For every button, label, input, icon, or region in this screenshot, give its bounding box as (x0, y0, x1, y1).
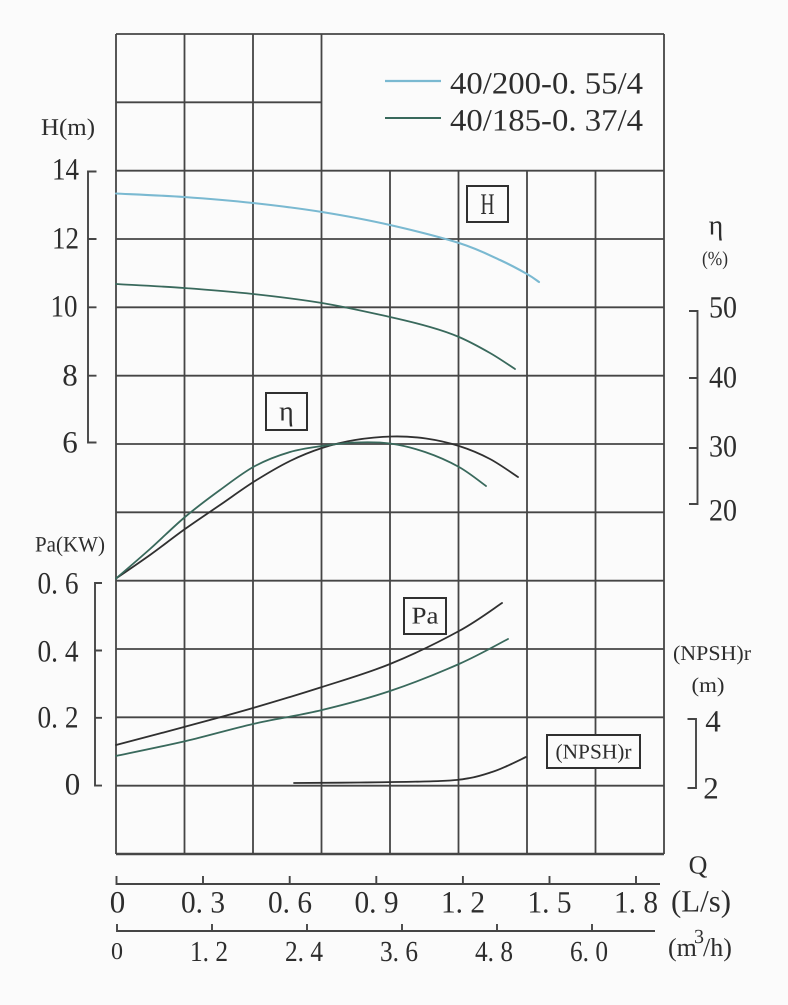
svg-text:6. 0: 6. 0 (570, 936, 608, 968)
svg-text:(NPSH)r: (NPSH)r (556, 740, 632, 764)
svg-text:0: 0 (111, 939, 123, 965)
svg-text:1. 2: 1. 2 (441, 885, 485, 920)
svg-text:40: 40 (709, 360, 737, 395)
svg-text:(m): (m) (692, 673, 725, 697)
svg-text:14: 14 (52, 152, 79, 187)
svg-text:4. 8: 4. 8 (475, 936, 513, 968)
svg-text:H(m): H(m) (41, 115, 95, 141)
svg-text:0. 9: 0. 9 (355, 885, 399, 920)
svg-text:Pa: Pa (412, 604, 439, 630)
svg-text:(L/s): (L/s) (671, 884, 731, 919)
svg-text:0: 0 (110, 885, 126, 920)
svg-text:40/185-0. 37/4: 40/185-0. 37/4 (450, 103, 644, 138)
svg-text:8: 8 (62, 358, 78, 393)
svg-text:4: 4 (705, 704, 721, 739)
svg-text:1. 5: 1. 5 (528, 885, 572, 920)
svg-text:3: 3 (694, 926, 704, 948)
svg-text:40/200-0. 55/4: 40/200-0. 55/4 (450, 66, 644, 101)
svg-text:Pa(KW): Pa(KW) (35, 532, 105, 557)
svg-text:0. 6: 0. 6 (268, 885, 312, 920)
svg-text:6: 6 (62, 425, 78, 460)
svg-text:2. 4: 2. 4 (285, 936, 323, 968)
svg-text:20: 20 (709, 493, 737, 528)
svg-text:η: η (709, 211, 724, 242)
svg-text:10: 10 (51, 289, 78, 324)
svg-text:η: η (279, 397, 294, 428)
svg-text:1. 2: 1. 2 (190, 936, 228, 968)
svg-text:0. 4: 0. 4 (38, 634, 79, 669)
svg-text:0: 0 (65, 767, 81, 802)
svg-text:30: 30 (709, 429, 737, 464)
svg-text:(%): (%) (702, 248, 728, 270)
svg-text:2: 2 (703, 771, 719, 806)
svg-text:50: 50 (709, 290, 737, 325)
svg-text:(NPSH)r: (NPSH)r (673, 641, 751, 665)
svg-text:3. 6: 3. 6 (380, 936, 418, 968)
svg-text:(m: (m (668, 933, 697, 962)
svg-text:/h): /h) (703, 933, 732, 962)
svg-text:Q: Q (689, 851, 708, 880)
svg-text:H: H (481, 188, 495, 221)
svg-text:1. 8: 1. 8 (614, 885, 658, 920)
svg-text:0. 3: 0. 3 (181, 885, 225, 920)
svg-text:0. 6: 0. 6 (38, 566, 79, 601)
svg-text:12: 12 (52, 221, 79, 256)
svg-text:0. 2: 0. 2 (38, 700, 79, 735)
